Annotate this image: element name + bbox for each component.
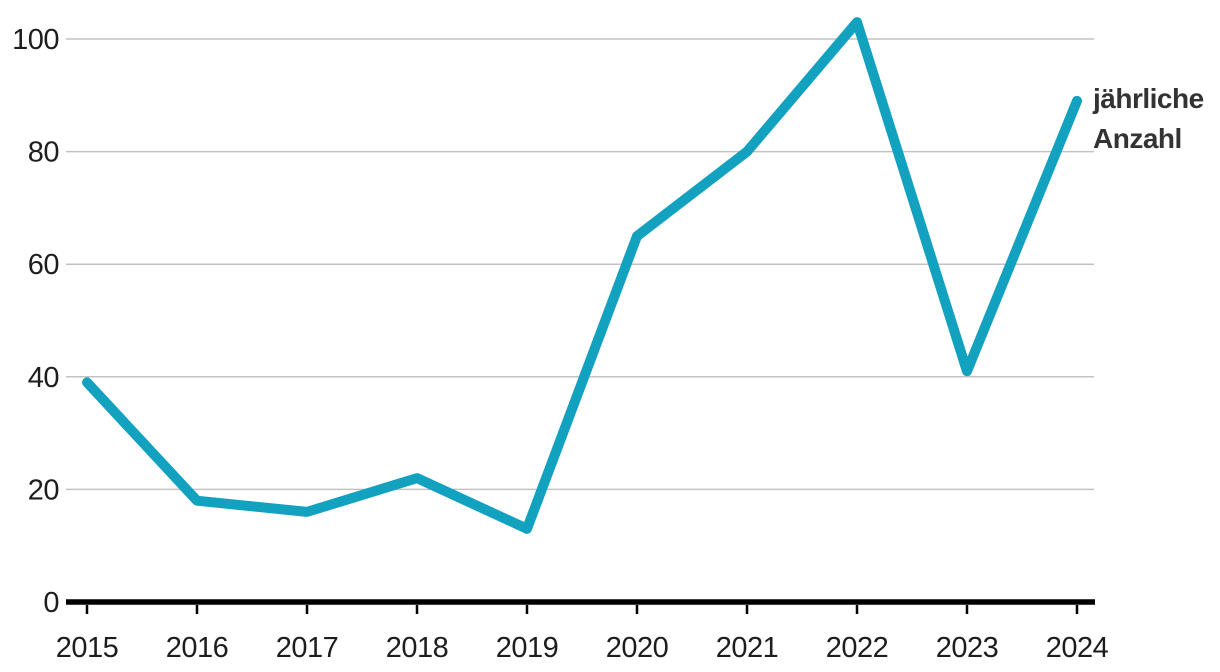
y-tick-label: 60 [28,249,59,281]
x-tick-label: 2019 [496,632,559,664]
x-tick-label: 2021 [716,632,779,664]
y-tick-label: 0 [43,587,59,619]
x-tick-label: 2020 [606,632,669,664]
x-tick-label: 2023 [936,632,999,664]
y-tick-label: 20 [28,474,59,506]
series-label: jährliche Anzahl [1093,83,1204,154]
x-tick-label: 2015 [56,632,119,664]
x-tick-label: 2016 [166,632,229,664]
y-tick-label: 40 [28,362,59,394]
x-tick-label: 2018 [386,632,449,664]
x-tick-label: 2017 [276,632,339,664]
y-tick-label: 80 [28,137,59,169]
y-tick-label: 100 [12,24,59,56]
data-line [82,17,1082,534]
x-tick-label: 2024 [1046,632,1109,664]
x-tick-label: 2022 [826,632,889,664]
